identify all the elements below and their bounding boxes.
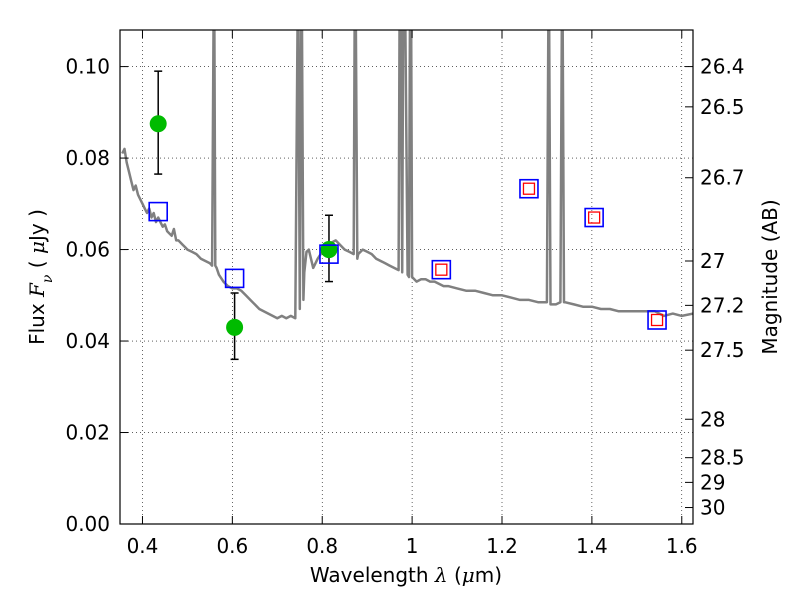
magnitude-tick-label: 30: [700, 496, 725, 520]
magnitude-tick-label: 29: [700, 470, 725, 494]
magnitude-tick-label: 26.5: [700, 95, 745, 119]
model-flux-square: [224, 268, 245, 289]
y-tick-label: 0.08: [65, 146, 110, 170]
x-tick-label: 1.6: [666, 534, 698, 558]
magnitude-tick-label: 28: [700, 407, 725, 431]
measured-flux-point: [226, 318, 244, 336]
model-flux-square: [647, 310, 667, 330]
model-flux-square: [431, 259, 452, 280]
plot-area: [121, 30, 693, 361]
prediction-flux-square: [650, 313, 664, 327]
model-flux-square: [584, 207, 604, 228]
magnitude-tick-label: 27.2: [700, 293, 745, 317]
y-axis-label: Flux Fν ( μJy ): [25, 209, 56, 345]
y-tick-label: 0.02: [65, 421, 110, 445]
measured-flux-point: [149, 115, 167, 133]
magnitude-axis-label: Magnitude (AB): [758, 199, 782, 354]
prediction-flux-square: [587, 211, 601, 224]
y-tick-label: 0.04: [65, 329, 110, 353]
prediction-flux-square: [522, 182, 536, 195]
magnitude-tick-label: 27: [700, 249, 725, 273]
magnitude-tick-label: 28.5: [700, 446, 745, 470]
x-tick-label: 0.6: [216, 534, 248, 558]
y-tick-label: 0.10: [65, 55, 110, 79]
model-flux-square: [148, 201, 168, 222]
x-tick-label: 0.4: [127, 534, 159, 558]
magnitude-tick-label: 27.5: [700, 338, 745, 362]
plot-frame: [119, 29, 694, 525]
magnitude-tick-label: 26.7: [700, 166, 745, 190]
y-tick-label: 0.06: [65, 238, 110, 262]
spectrum-line: [121, 30, 693, 320]
axis-ticks: 0.4 0.6 0.8 1 1.2 1.4 1.6 0.00 0.02 0.04 0.06 0.08 0…: [65, 30, 745, 558]
model-flux-square: [319, 244, 339, 264]
model-flux-square: [519, 178, 539, 199]
x-tick-label: 1: [406, 534, 419, 558]
x-tick-label: 1.4: [576, 534, 608, 558]
x-tick-label: 0.8: [306, 534, 338, 558]
x-axis-label: Wavelength λ (μm): [310, 563, 502, 587]
measured-flux-point: [320, 241, 338, 259]
magnitude-tick-label: 26.4: [700, 55, 745, 79]
x-tick-label: 1.2: [486, 534, 518, 558]
prediction-flux-square: [435, 263, 448, 276]
y-tick-label: 0.00: [65, 512, 110, 536]
